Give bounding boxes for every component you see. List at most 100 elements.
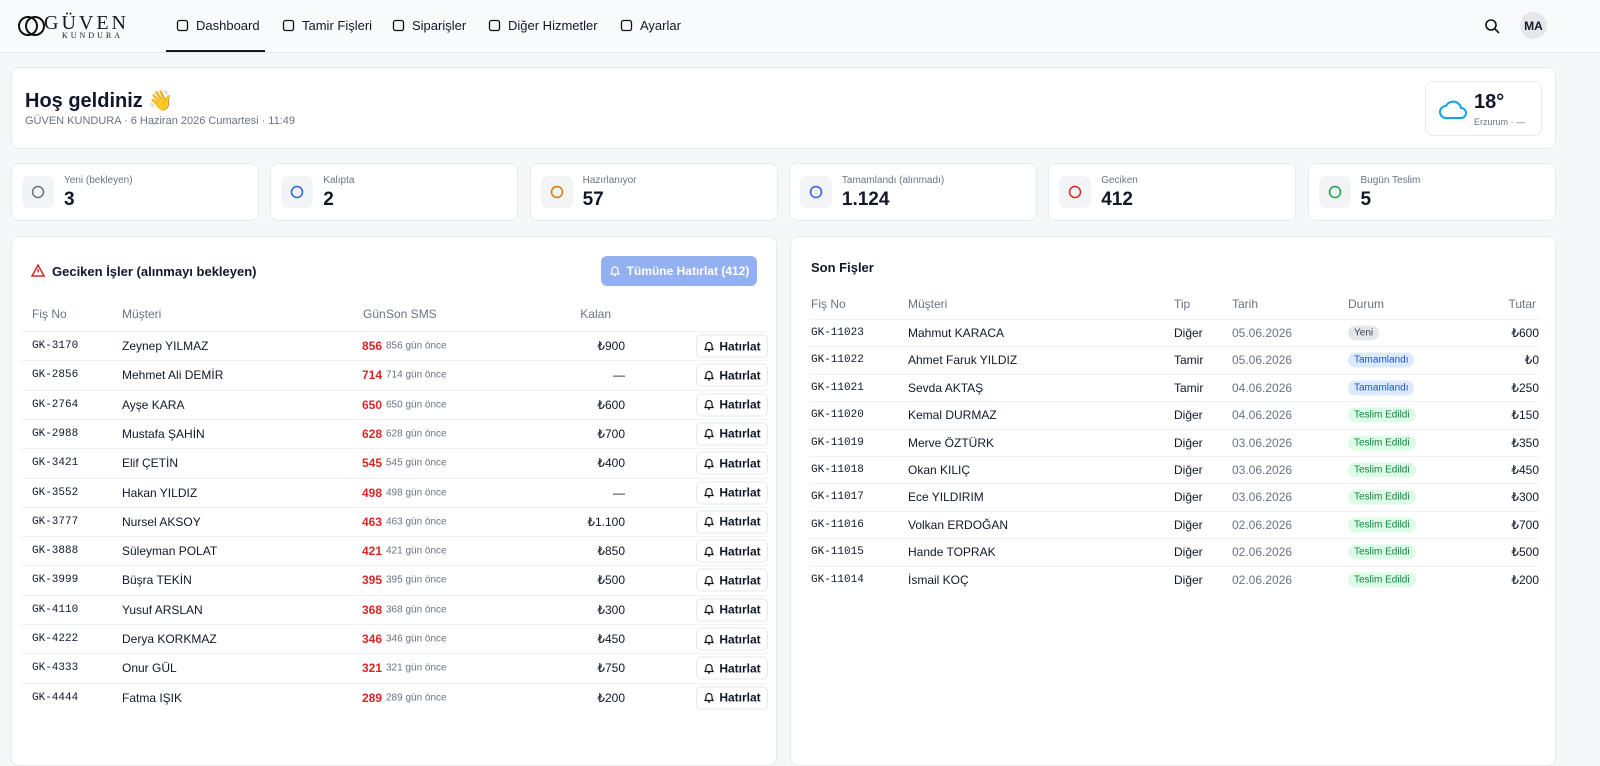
receipt-no: GK-3552 bbox=[32, 486, 79, 499]
nav-icon bbox=[392, 19, 405, 32]
receipt-no: GK-11018 bbox=[811, 464, 864, 476]
table-row: GK-3421 Elif ÇETİN 545 545 gün önce ₺400 Hatı… bbox=[21, 448, 769, 477]
nav-item[interactable]: Dashboard bbox=[176, 18, 260, 33]
remind-button[interactable]: Hatırlat bbox=[696, 334, 768, 358]
days: 714 bbox=[362, 368, 383, 383]
type: Diğer bbox=[1174, 408, 1203, 423]
table-row: GK-4333 Onur GÜL 321 321 gün önce ₺750 Hatırl… bbox=[21, 653, 769, 682]
welcome-title: Hoş geldiniz 👋 bbox=[25, 90, 174, 112]
remaining: ₺400 bbox=[597, 456, 625, 471]
date: 03.06.2026 bbox=[1232, 435, 1293, 450]
remind-button[interactable]: Hatırlat bbox=[696, 481, 768, 504]
receipt-no: GK-4110 bbox=[32, 603, 79, 616]
customer: İsmail KOÇ bbox=[908, 572, 969, 587]
date: 04.06.2026 bbox=[1232, 380, 1293, 395]
stat-glyph bbox=[1328, 185, 1341, 199]
stat-value: 3 bbox=[64, 189, 75, 210]
last-sms: 714 gün önce bbox=[386, 369, 447, 381]
type: Diğer bbox=[1174, 326, 1203, 340]
stat-card: Bugün Teslim 5 bbox=[1307, 163, 1556, 221]
column-header: Gün bbox=[363, 307, 386, 321]
stat-label: Hazırlanıyor bbox=[582, 175, 637, 186]
search-icon[interactable] bbox=[1484, 18, 1500, 34]
remind-label: Hatırlat bbox=[719, 544, 761, 559]
remind-button[interactable]: Hatırlat bbox=[696, 627, 768, 651]
customer: Sevda AKTAŞ bbox=[908, 380, 984, 395]
receipt-no: GK-2856 bbox=[32, 369, 79, 382]
table-row: GK-11018 Okan KILIÇ Diğer 03.06.2026 Teslim … bbox=[809, 456, 1539, 483]
table-row: GK-4444 Fatma IŞIK 289 289 gün önce ₺200 Hatı… bbox=[21, 682, 769, 712]
table-row: GK-11017 Ece YILDIRIM Diğer 03.06.2026 Tesli… bbox=[809, 483, 1539, 510]
nav-item[interactable]: Ayarlar bbox=[620, 18, 681, 33]
active-tab-indicator bbox=[166, 50, 265, 52]
remind-all-label: Tümüne Hatırlat (412) bbox=[626, 264, 750, 278]
bell-icon bbox=[704, 370, 715, 381]
type: Diğer bbox=[1174, 490, 1203, 505]
customer: Fatma IŞIK bbox=[122, 690, 183, 705]
remind-button[interactable]: Hatırlat bbox=[696, 686, 768, 710]
column-header: Durum bbox=[1348, 297, 1385, 311]
amount: ₺450 bbox=[1511, 463, 1539, 477]
customer: Nursel AKSOY bbox=[122, 514, 201, 529]
bell-icon bbox=[704, 429, 715, 439]
customer: Mehmet Ali DEMİR bbox=[122, 368, 224, 383]
last-sms: 421 gün önce bbox=[386, 545, 447, 557]
remind-label: Hatırlat bbox=[719, 339, 761, 353]
column-header: Tarih bbox=[1232, 297, 1259, 311]
column-header: Fiş No bbox=[32, 307, 67, 321]
receipt-no: GK-3999 bbox=[32, 574, 79, 587]
remind-label: Hatırlat bbox=[719, 426, 761, 441]
stat-icon bbox=[22, 176, 54, 208]
bell-icon bbox=[704, 487, 715, 498]
remaining: ₺700 bbox=[597, 426, 625, 441]
remind-button[interactable]: Hatırlat bbox=[696, 656, 768, 680]
stat-label: Yeni (bekleyen) bbox=[64, 175, 133, 186]
avatar[interactable]: MA bbox=[1520, 12, 1547, 39]
remaining: ₺850 bbox=[597, 544, 625, 559]
nav-label: Tamir Fişleri bbox=[302, 18, 373, 33]
amount: ₺700 bbox=[1511, 517, 1539, 532]
remind-button[interactable]: Hatırlat bbox=[696, 568, 768, 592]
table-row: GK-2856 Mehmet Ali DEMİR 714 714 gün önce — H… bbox=[21, 360, 769, 389]
remind-button[interactable]: Hatırlat bbox=[696, 422, 768, 446]
status-badge: Teslim Edildi bbox=[1348, 489, 1416, 505]
welcome-card: Hoş geldiniz 👋 GÜVEN KUNDURA · 6 Haziran… bbox=[11, 67, 1556, 149]
status-badge: Teslim Edildi bbox=[1348, 435, 1416, 451]
top-bar: GÜVEN KUNDURA MA Dashboard Tamir Fişleri S… bbox=[0, 0, 1600, 53]
panel-title: Son Fişler bbox=[811, 260, 874, 275]
remind-button[interactable]: Hatırlat bbox=[696, 393, 768, 417]
days: 395 bbox=[362, 573, 383, 588]
stat-label: Geciken bbox=[1101, 175, 1138, 186]
receipt-no: GK-4333 bbox=[32, 662, 79, 675]
receipt-no: GK-11014 bbox=[811, 573, 864, 586]
remind-button[interactable]: Hatırlat bbox=[696, 598, 768, 622]
last-sms: 856 gün önce bbox=[386, 340, 447, 352]
stat-icon bbox=[1059, 176, 1092, 208]
remind-button[interactable]: Hatırlat bbox=[696, 510, 768, 534]
days: 368 bbox=[362, 602, 383, 617]
amount: ₺200 bbox=[1511, 572, 1539, 587]
nav-item[interactable]: Siparişler bbox=[392, 18, 466, 33]
days: 628 bbox=[362, 426, 383, 441]
remind-button[interactable]: Hatırlat bbox=[696, 363, 768, 387]
logo-mark bbox=[18, 16, 45, 36]
customer: Elif ÇETİN bbox=[122, 456, 179, 471]
last-sms: 498 gün önce bbox=[386, 487, 447, 498]
remind-button[interactable]: Hatırlat bbox=[696, 451, 768, 475]
remind-button[interactable]: Hatırlat bbox=[696, 539, 768, 563]
status-badge: Tamamlandı bbox=[1348, 352, 1415, 368]
table-row: GK-11015 Hande TOPRAK Diğer 02.06.2026 Tesli… bbox=[809, 538, 1539, 565]
nav-label: Siparişler bbox=[412, 18, 467, 33]
days: 545 bbox=[362, 456, 383, 471]
amount: ₺500 bbox=[1511, 545, 1539, 560]
remaining: ₺750 bbox=[597, 661, 625, 676]
amount: ₺150 bbox=[1511, 408, 1539, 423]
nav-item[interactable]: Tamir Fişleri bbox=[282, 18, 372, 33]
table-row: GK-11020 Kemal DURMAZ Diğer 04.06.2026 Tesli… bbox=[809, 401, 1539, 428]
amount: ₺250 bbox=[1511, 380, 1539, 395]
bell-icon bbox=[609, 266, 620, 277]
nav-item[interactable]: Diğer Hizmetler bbox=[488, 18, 598, 33]
customer: Hande TOPRAK bbox=[908, 545, 996, 560]
stat-label: Bugün Teslim bbox=[1360, 175, 1421, 186]
remind-all-button[interactable]: Tümüne Hatırlat (412) bbox=[601, 256, 757, 286]
